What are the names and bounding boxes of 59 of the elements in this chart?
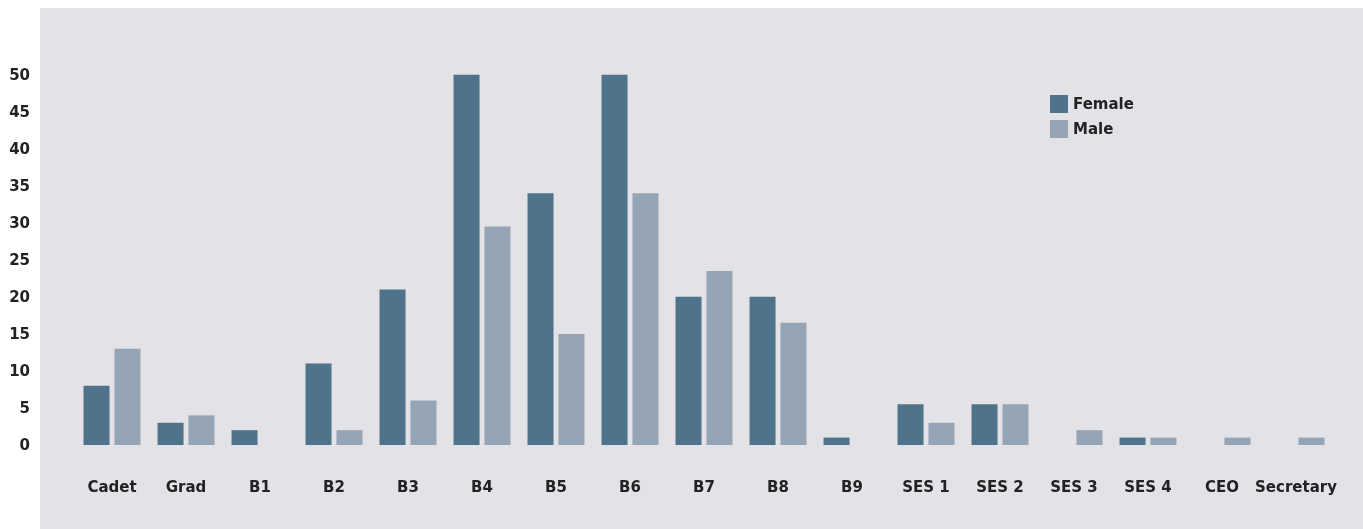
bar [1119,437,1146,445]
x-tick-label: B8 [767,477,789,496]
bar [823,437,850,445]
bar [305,363,332,445]
legend-label: Male [1073,120,1114,138]
y-tick-label: 20 [9,287,30,306]
bar [231,430,258,445]
bar [527,193,554,445]
x-tick-label: B2 [323,477,345,496]
bar [780,322,807,445]
x-tick-label: SES 2 [976,477,1024,496]
x-tick-label: Secretary [1255,477,1338,496]
bar [336,430,363,445]
x-tick-label: B1 [249,477,271,496]
x-tick-label: Cadet [87,477,137,496]
bar [379,289,406,445]
bar [157,422,184,445]
x-tick-label: B7 [693,477,715,496]
bar [1002,404,1029,445]
y-tick-label: 5 [19,398,30,417]
bar [601,74,628,445]
bar [675,296,702,445]
x-tick-label: CEO [1204,477,1240,496]
bar [1298,437,1325,445]
y-tick-label: 10 [9,361,30,380]
x-tick-label: B9 [841,477,863,496]
bar [1076,430,1103,445]
bar [410,400,437,445]
x-tick-label: B6 [619,477,641,496]
y-tick-label: 40 [9,139,30,158]
y-tick-label: 45 [9,102,30,121]
bar [188,415,215,445]
bar [114,348,141,445]
bar [484,226,511,445]
bar [706,270,733,445]
y-tick-label: 15 [9,324,30,343]
y-tick-label: 30 [9,213,30,232]
bar [971,404,998,445]
y-tick-label: 0 [19,436,30,454]
bar [749,296,776,445]
bar [928,422,955,445]
bar [632,193,659,445]
x-tick-label: B5 [545,477,567,496]
bar [1150,437,1177,445]
x-tick-label: B3 [397,477,419,496]
y-tick-label: 50 [9,65,30,84]
bar [453,74,480,445]
y-tick-label: 35 [9,176,30,195]
x-tick-label: Grad [165,477,207,496]
x-tick-label: B4 [471,477,493,496]
bar [897,404,924,445]
y-tick-label: 25 [9,250,30,269]
x-tick-label: SES 4 [1124,477,1172,496]
x-tick-label: SES 3 [1050,477,1098,496]
bar [1224,437,1251,445]
x-tick-label: SES 1 [902,477,950,496]
bar [83,385,110,445]
bar [558,333,585,445]
legend-label: Female [1073,95,1134,113]
